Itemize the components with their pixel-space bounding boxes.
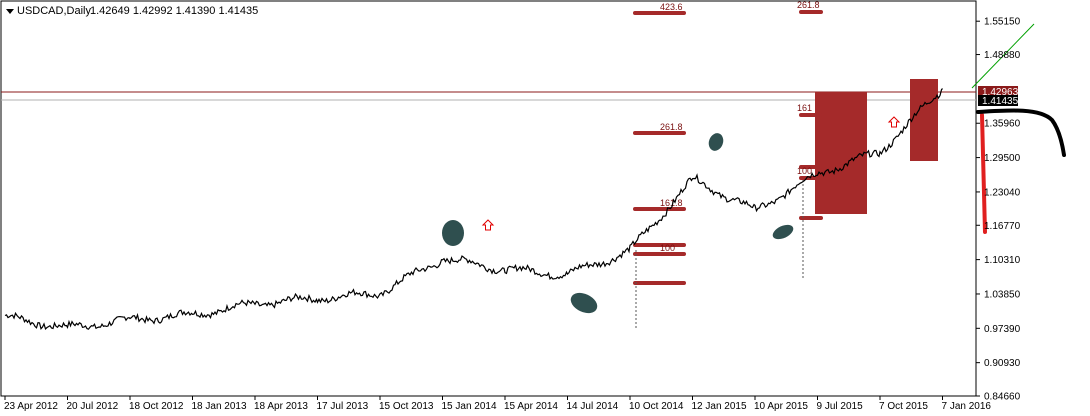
x-tick-label: 18 Apr 2013 (254, 401, 308, 412)
fib-label: 161 (797, 103, 812, 113)
fib-bar[interactable] (633, 11, 686, 15)
x-tick-label: 10 Apr 2015 (754, 401, 808, 412)
ohlc-values: 1.42649 1.42992 1.41390 1.41435 (90, 5, 258, 17)
fib-bar[interactable] (799, 216, 823, 220)
fib-label: 100 (660, 243, 675, 253)
fib-label: 261.8 (660, 122, 683, 132)
y-tick-label: 1.55150 (984, 17, 1021, 28)
fib-bar[interactable] (799, 113, 823, 117)
x-tick-label: 7 Oct 2015 (879, 401, 928, 412)
projection-curve (976, 108, 1066, 157)
fib-label: 261.8 (797, 0, 820, 10)
y-tick-label: 0.97390 (984, 324, 1021, 335)
x-tick-label: 18 Oct 2012 (129, 401, 184, 412)
fib-bar[interactable] (633, 281, 686, 285)
last-tag-text: 1.41435 (982, 96, 1019, 107)
x-tick-label: 15 Jan 2014 (442, 401, 497, 412)
price-line (4, 88, 943, 330)
x-tick-label: 17 Jul 2013 (317, 401, 369, 412)
ellipse-marker (772, 224, 794, 240)
fib-bar[interactable] (633, 131, 686, 135)
bid-tag-bg (978, 86, 1018, 97)
x-tick-label: 10 Oct 2014 (629, 401, 684, 412)
fib-bar[interactable] (633, 252, 686, 256)
y-tick-label: 0.84660 (984, 392, 1021, 403)
x-axis: 23 Apr 2012 20 Jul 2012 18 Oct 2012 18 Jan … (4, 396, 991, 412)
ellipse-marker (442, 220, 464, 246)
y-tick-label: 1.35960 (984, 119, 1021, 130)
x-tick-label: 9 Jul 2015 (817, 401, 864, 412)
up-arrow-icon (887, 116, 901, 128)
y-tick-label: 1.29500 (984, 153, 1021, 164)
y-axis: 1.55150 1.48880 1.35960 1.29500 1.23040 1.167… (976, 17, 1021, 403)
ellipse-marker (570, 292, 598, 314)
bid-tag-text: 1.42963 (982, 87, 1019, 98)
y-tick-label: 1.48880 (984, 50, 1021, 61)
y-tick-label: 1.16770 (984, 221, 1021, 232)
fib-levels-left: 423.6 261.8 161.8 100 (633, 2, 686, 330)
x-tick-label: 20 Jul 2012 (67, 401, 119, 412)
x-tick-label: 12 Jan 2015 (692, 401, 747, 412)
x-tick-label: 15 Apr 2014 (504, 401, 558, 412)
ellipse-marker (708, 133, 724, 151)
y-tick-label: 1.03850 (984, 289, 1021, 300)
highlight-box (910, 79, 938, 161)
x-tick-label: 7 Jan 2016 (942, 401, 992, 412)
up-arrow-icon (481, 219, 495, 231)
projection-bar (980, 113, 987, 234)
dropdown-triangle-icon[interactable] (6, 9, 14, 14)
fib-label: 161.8 (660, 198, 683, 208)
y-tick-label: 0.90930 (984, 358, 1021, 369)
trend-line (971, 23, 1035, 89)
header: USDCAD,Daily 1.42649 1.42992 1.41390 1.4… (6, 5, 258, 17)
x-tick-label: 18 Jan 2013 (192, 401, 247, 412)
x-tick-label: 14 Jul 2014 (567, 401, 619, 412)
bid-price-tag: 1.42963 (978, 86, 1019, 98)
fib-bar[interactable] (633, 207, 686, 211)
fib-label: 423.6 (660, 2, 683, 12)
symbol-label: USDCAD,Daily (17, 5, 91, 17)
last-price-tag: 1.41435 (978, 95, 1019, 107)
fib-label: 100 (797, 166, 812, 176)
x-tick-label: 15 Oct 2013 (379, 401, 434, 412)
x-tick-label: 23 Apr 2012 (4, 401, 58, 412)
fib-bar[interactable] (799, 10, 823, 14)
plot-frame (0, 0, 977, 397)
fib-bar[interactable] (633, 243, 686, 247)
last-tag-bg (978, 95, 1018, 106)
fib-bar[interactable] (799, 165, 823, 169)
highlight-box (815, 92, 867, 214)
y-tick-label: 1.10310 (984, 255, 1021, 266)
y-tick-label: 1.23040 (984, 187, 1021, 198)
